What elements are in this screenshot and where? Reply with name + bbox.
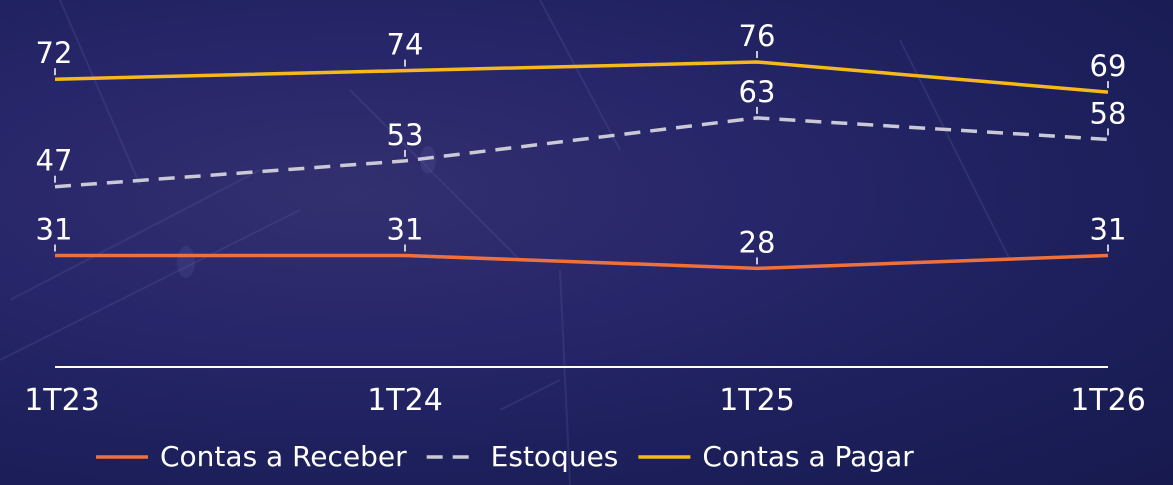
data-label: 31 (36, 213, 73, 247)
series-line-1 (54, 116, 1109, 189)
data-label: 72 (36, 36, 73, 70)
data-label: 58 (1090, 96, 1127, 130)
data-label: 76 (739, 19, 776, 53)
legend-label: Estoques (491, 440, 619, 473)
series-line-2 (54, 60, 1109, 94)
x-tick-label: 1T24 (367, 383, 443, 418)
data-label: 31 (387, 213, 424, 247)
data-label: 31 (1090, 213, 1127, 247)
legend-label: Contas a Receber (160, 440, 407, 473)
legend-label: Contas a Pagar (702, 440, 914, 473)
legend-item-0: Contas a Receber (96, 440, 407, 473)
data-label: 63 (739, 75, 776, 109)
x-tick-label: 1T23 (24, 383, 100, 418)
legend-item-1: Estoques (426, 440, 619, 473)
x-tick-label: 1T25 (719, 383, 795, 418)
x-tick-label: 1T26 (1070, 383, 1146, 418)
series-line-0 (55, 253, 1109, 271)
data-label: 74 (387, 28, 424, 62)
data-label: 47 (36, 144, 73, 178)
data-label: 28 (739, 225, 776, 259)
data-label: 53 (387, 118, 424, 152)
data-label: 69 (1090, 49, 1127, 83)
legend-item-2: Contas a Pagar (638, 440, 914, 473)
